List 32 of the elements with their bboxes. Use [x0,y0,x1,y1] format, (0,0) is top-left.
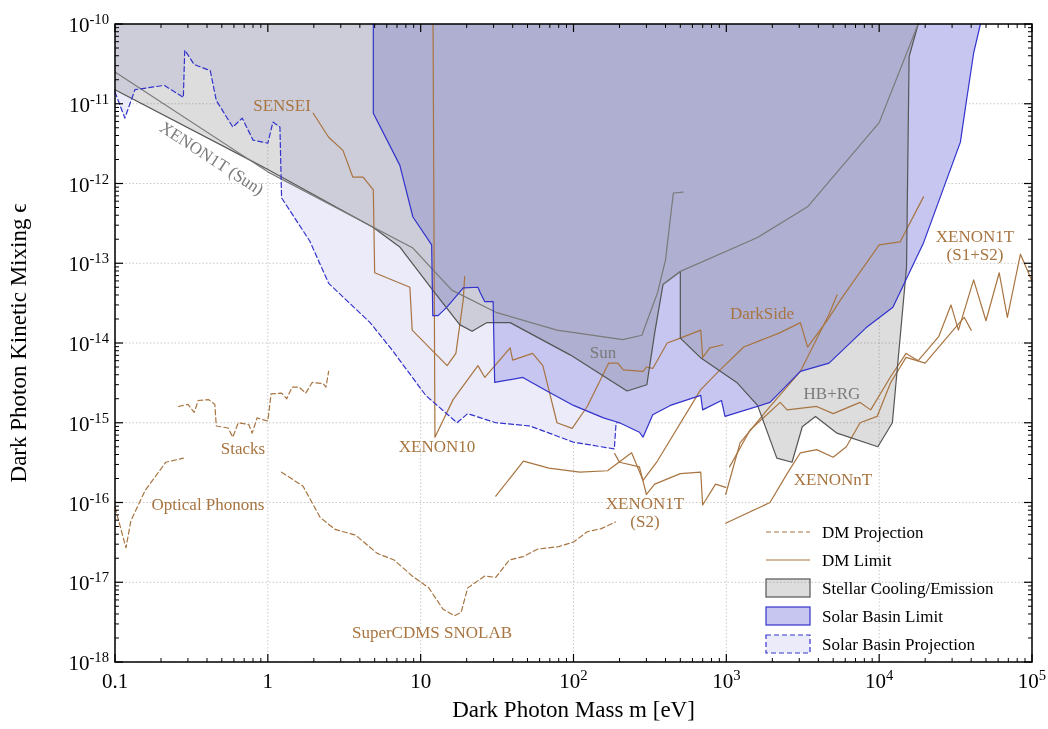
annotation: SENSEI [253,95,312,115]
legend-label: DM Limit [822,551,892,570]
x-tick-label: 10$^{2}$ [559,667,588,693]
y-tick-label: 10$^{-13}$ [68,250,109,277]
y-tick-label: 10$^{-10}$ [68,11,109,37]
legend-label: Stellar Cooling/Emission [822,579,994,598]
y-tick-label: 10$^{-15}$ [68,409,109,436]
annotation: SuperCDMS SNOLAB [351,622,513,642]
x-tick-label: 10$^{4}$ [864,667,894,693]
annotation: Optical Phonons [151,494,265,514]
y-tick-label: 10$^{-14}$ [68,330,110,356]
annotation: Sun [589,342,617,362]
annotation: DarkSide [729,303,795,323]
y-axis-title: Dark Photon Kinetic Mixing ϵ [6,203,31,483]
y-tick-label: 10$^{-17}$ [68,569,109,596]
x-axis-title: Dark Photon Mass m [eV] [452,697,695,722]
annotation: XENON1T (S1+S2) [935,226,1015,265]
annotation: Stacks [220,438,266,458]
x-tick-label: 10$^{3}$ [712,667,741,693]
legend-label: DM Projection [822,523,925,542]
y-tick-label: 10$^{-12}$ [68,170,109,197]
x-tick-label: 1 [262,669,274,693]
annotation: XENON1T (S2) [605,493,685,532]
x-tick-label: 10 [410,669,432,693]
x-tick-label: 10$^{5}$ [1017,667,1047,693]
annotation: XENONnT [793,469,873,489]
legend-label: Solar Basin Projection [822,635,976,654]
annotation: XENON10 [398,436,476,456]
annotation: HB+RG [803,383,861,403]
y-tick-label: 10$^{-11}$ [68,90,109,117]
legend-label: Solar Basin Limit [822,607,944,626]
y-tick-label: 10$^{-16}$ [68,489,109,516]
